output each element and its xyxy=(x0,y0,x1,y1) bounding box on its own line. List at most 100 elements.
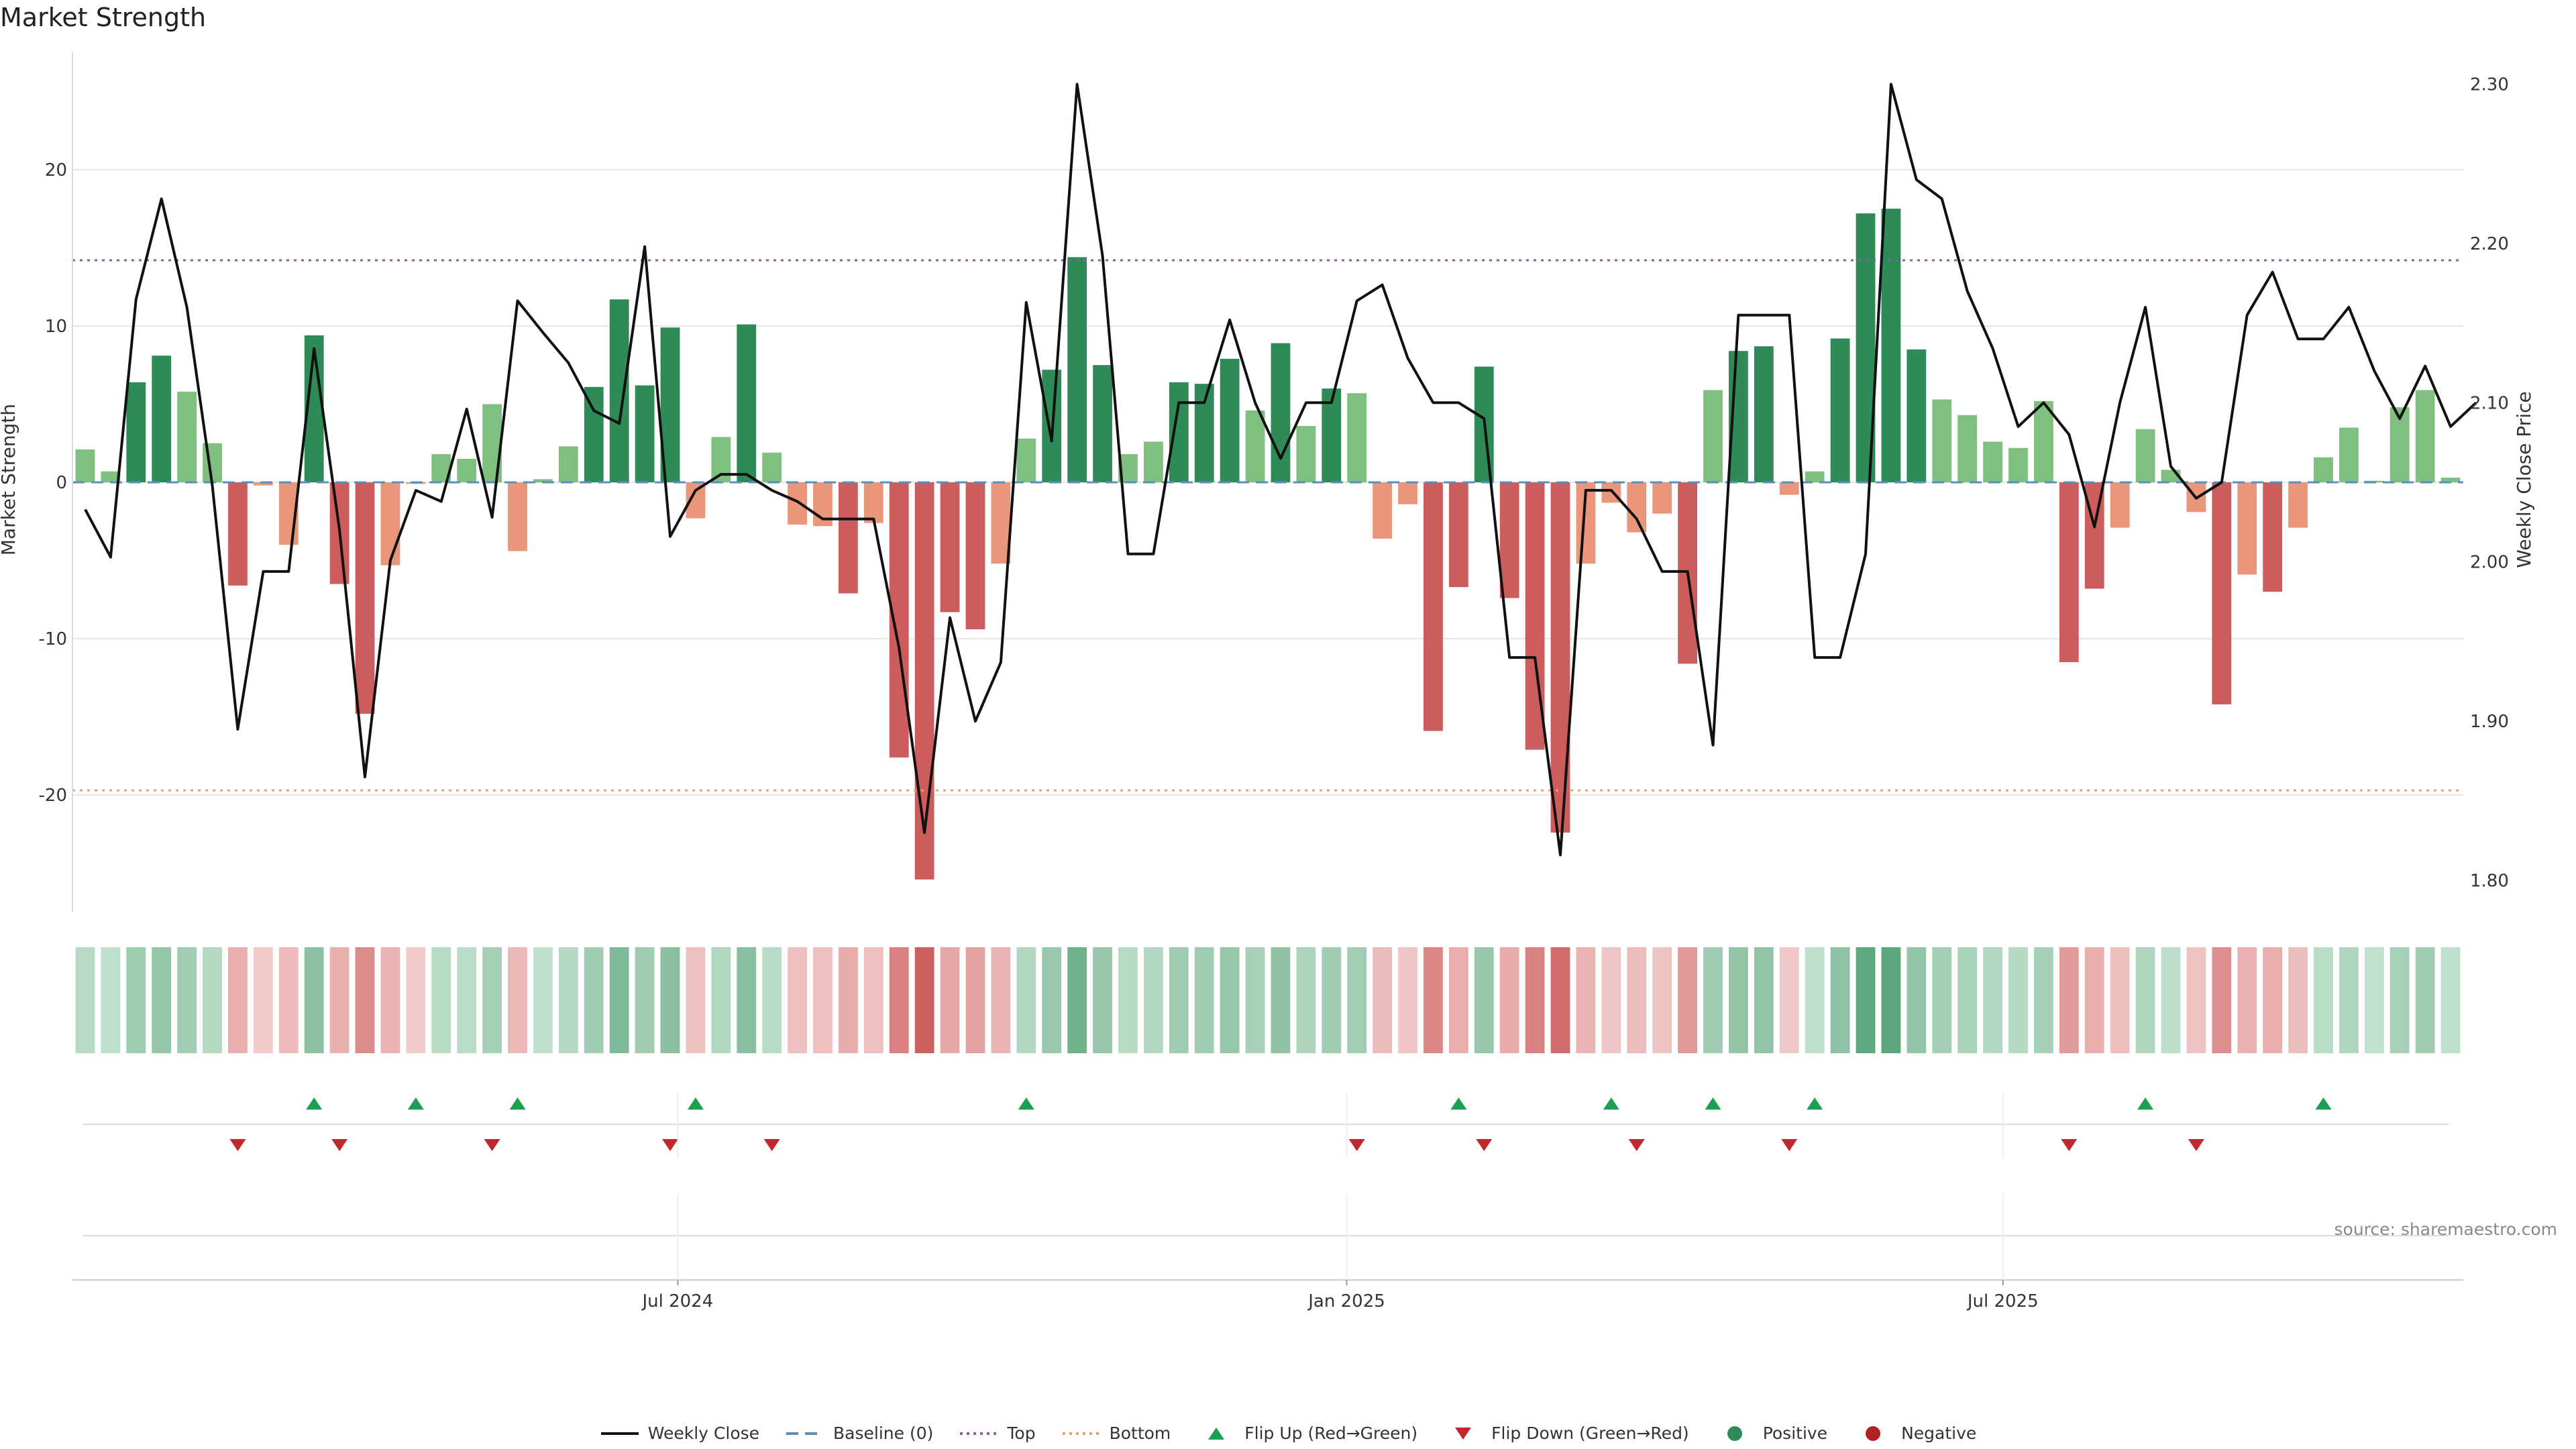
strength-bar xyxy=(1805,471,1825,482)
positive-legend-icon xyxy=(1727,1426,1742,1441)
heat-cell xyxy=(2440,947,2461,1053)
strength-bar xyxy=(609,299,629,482)
heat-cell xyxy=(1678,947,1698,1053)
heat-cell xyxy=(2110,947,2130,1053)
legend-label: Flip Up (Red→Green) xyxy=(1244,1424,1418,1443)
heat-cell xyxy=(813,947,833,1053)
strength-bar xyxy=(1169,382,1189,482)
heat-cell xyxy=(1881,947,1901,1053)
strength-bar xyxy=(914,482,934,880)
flip-up-marker xyxy=(509,1097,526,1110)
heat-cell xyxy=(1474,947,1494,1053)
legend-label: Weekly Close xyxy=(647,1424,760,1443)
y-tick-label: -20 xyxy=(39,786,67,806)
flip-up-marker xyxy=(407,1097,424,1110)
legend-label: Top xyxy=(1007,1424,1036,1443)
strength-bar xyxy=(1830,338,1850,482)
strength-bar xyxy=(838,482,858,594)
heat-cell xyxy=(278,947,299,1053)
legend-item-negative: Negative xyxy=(1853,1424,1976,1443)
legend-label: Baseline (0) xyxy=(833,1424,934,1443)
baseline-legend-icon xyxy=(786,1432,824,1435)
strength-bar xyxy=(788,482,807,525)
strength-bar xyxy=(2008,447,2028,482)
y-tick-label: 20 xyxy=(45,160,67,180)
strength-bar xyxy=(1296,426,1316,482)
heat-cell xyxy=(253,947,273,1053)
strength-bar xyxy=(1779,482,1799,495)
heat-cell xyxy=(457,947,477,1053)
heat-cell xyxy=(2084,947,2104,1053)
heat-cell xyxy=(228,947,248,1053)
heat-cell xyxy=(1525,947,1545,1053)
legend-item-positive: Positive xyxy=(1715,1424,1827,1443)
strength-bar xyxy=(1627,482,1647,533)
heat-cell xyxy=(1245,947,1265,1053)
strength-bar xyxy=(152,356,172,482)
strength-bar xyxy=(2339,427,2359,482)
heat-cell xyxy=(1576,947,1596,1053)
strength-bar xyxy=(1754,346,1774,482)
strength-bar xyxy=(635,385,655,482)
heat-cell xyxy=(838,947,858,1053)
flip-up-marker xyxy=(1018,1097,1034,1110)
flip-up-marker xyxy=(1807,1097,1823,1110)
strength-bar xyxy=(1016,438,1036,482)
y-tick-label: -10 xyxy=(39,629,67,649)
strength-bar xyxy=(457,459,477,482)
heat-cell xyxy=(2339,947,2359,1053)
strength-bar xyxy=(737,324,757,482)
flip-down-marker xyxy=(1476,1139,1493,1151)
flip-up-marker xyxy=(1450,1097,1467,1110)
flip-down-marker xyxy=(662,1139,678,1151)
heat-cell xyxy=(1398,947,1417,1053)
heat-cell xyxy=(2135,947,2155,1053)
heat-cell xyxy=(1957,947,1978,1053)
strength-bar xyxy=(1067,257,1087,482)
strength-bar xyxy=(1093,365,1112,482)
y2-axis-label: Weekly Close Price xyxy=(2513,391,2535,568)
legend-label: Bottom xyxy=(1109,1424,1171,1443)
heat-cell xyxy=(1932,947,1952,1053)
heat-cell xyxy=(1627,947,1647,1053)
heat-cell xyxy=(1983,947,2002,1053)
heat-cell xyxy=(304,947,324,1053)
strength-bar xyxy=(991,482,1011,564)
weekly-close-line xyxy=(84,83,2477,857)
strength-bar xyxy=(2263,482,2283,592)
heat-cell xyxy=(1373,947,1393,1053)
legend-label: Flip Down (Green→Red) xyxy=(1491,1424,1689,1443)
heat-cell xyxy=(1550,947,1570,1053)
heat-cell xyxy=(1067,947,1087,1053)
strength-bar xyxy=(1932,399,1952,482)
strength-heat-strip xyxy=(75,947,2461,1053)
heat-cell xyxy=(1907,947,1927,1053)
heat-cell xyxy=(635,947,655,1053)
y-axis-label: Market Strength xyxy=(0,404,19,555)
heat-cell xyxy=(2390,947,2410,1053)
strength-bar xyxy=(380,482,400,566)
legend-item-baseline: Baseline (0) xyxy=(785,1424,933,1443)
heat-cell xyxy=(2314,947,2333,1053)
top-legend-icon xyxy=(960,1432,998,1435)
strength-bar xyxy=(762,452,782,482)
strength-bar xyxy=(253,482,273,486)
heat-cell xyxy=(1194,947,1214,1053)
heat-cell xyxy=(2237,947,2257,1053)
heat-cell xyxy=(126,947,146,1053)
flip-up-legend-icon xyxy=(1208,1427,1225,1440)
strength-bar xyxy=(2110,482,2130,528)
bottom-legend-icon xyxy=(1062,1432,1100,1435)
heat-cell xyxy=(940,947,960,1053)
strength-bars xyxy=(75,209,2461,880)
weekly-close-series xyxy=(84,83,2477,857)
heat-cell xyxy=(991,947,1011,1053)
heat-cell xyxy=(75,947,95,1053)
heat-cell xyxy=(101,947,121,1053)
x-tick-label: Jan 2025 xyxy=(1307,1291,1385,1311)
y2-tick-label: 2.20 xyxy=(2470,234,2509,254)
strength-bar xyxy=(1271,343,1291,482)
strength-bar xyxy=(355,482,375,714)
heat-cell xyxy=(406,947,426,1053)
